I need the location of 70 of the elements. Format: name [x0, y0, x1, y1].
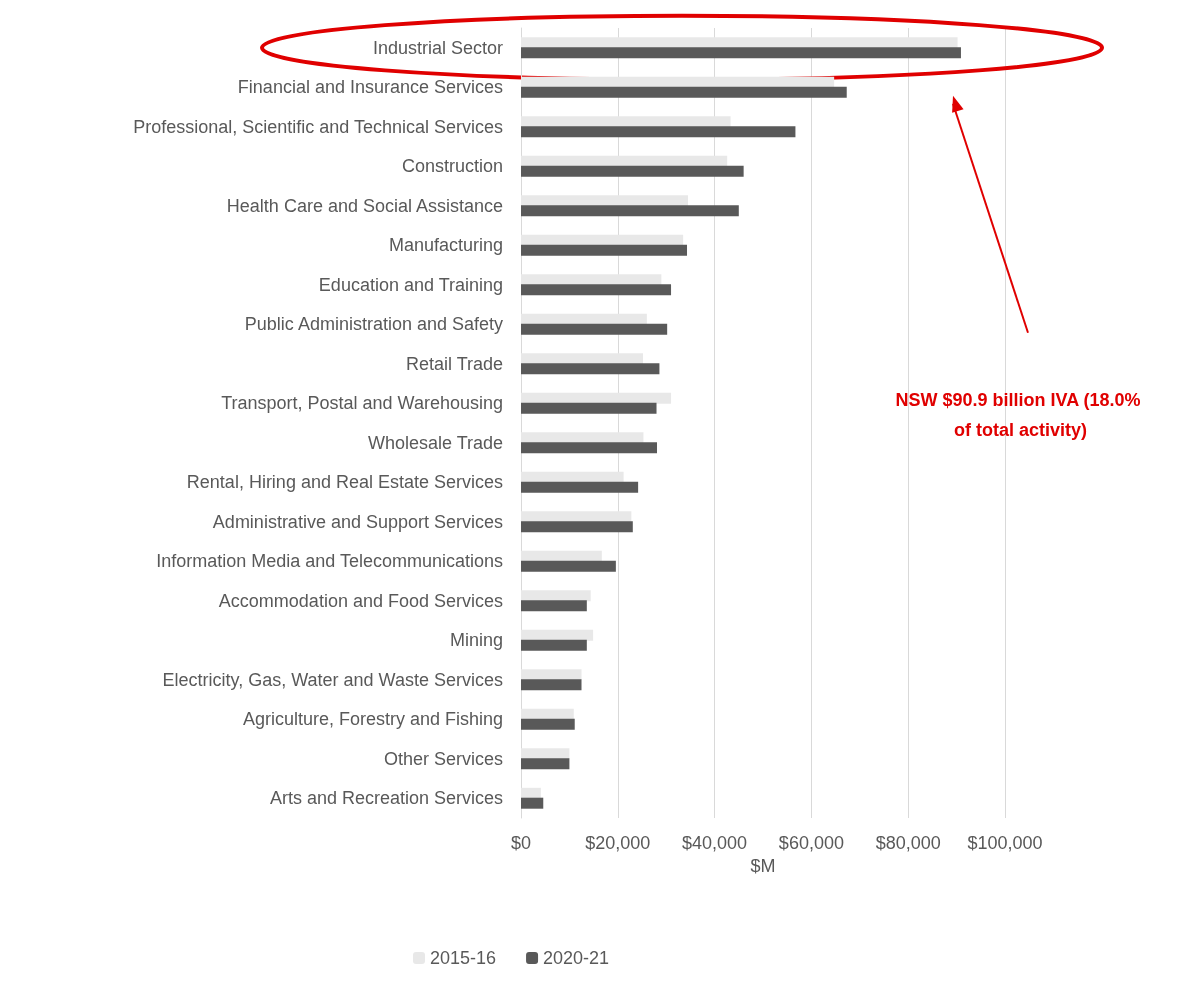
bar [521, 363, 660, 375]
y-tick-label: Rental, Hiring and Real Estate Services [186, 472, 503, 493]
x-tick-label: $80,000 [875, 833, 941, 853]
x-tick-label: $40,000 [682, 833, 748, 853]
bar [521, 481, 639, 493]
y-tick-label: Public Administration and Safety [244, 314, 503, 335]
bar [521, 639, 587, 651]
bar [521, 560, 616, 572]
bar [521, 432, 644, 444]
y-tick-label: Arts and Recreation Services [269, 788, 503, 809]
bar [521, 521, 633, 533]
bar [521, 353, 643, 365]
y-tick-label: Transport, Postal and Warehousing [221, 393, 503, 414]
bar [521, 155, 728, 167]
bar [521, 679, 582, 691]
y-tick-label: Industrial Sector [372, 37, 503, 58]
bar [521, 116, 731, 128]
bar [521, 313, 647, 325]
y-tick-label: Electricity, Gas, Water and Waste Services [162, 669, 503, 690]
x-tick-label: $100,000 [967, 833, 1043, 853]
y-tick-label: Education and Training [318, 274, 503, 295]
bar [521, 47, 961, 59]
bar [521, 195, 688, 207]
x-tick-label: $20,000 [585, 833, 651, 853]
y-tick-label: Professional, Scientific and Technical Services [133, 116, 503, 137]
bar [521, 234, 684, 246]
bar [521, 758, 570, 770]
y-tick-label: Information Media and Telecommunications [156, 551, 503, 572]
x-axis-title: $M [750, 855, 776, 876]
bar [521, 718, 575, 730]
y-tick-label: Accommodation and Food Services [218, 590, 503, 611]
bar [521, 244, 688, 256]
bar [521, 590, 591, 602]
bar [521, 165, 744, 177]
bar [521, 629, 594, 641]
bar [521, 748, 570, 760]
annotation: NSW $90.9 billion IVA (18.0% of total activity) [895, 389, 1141, 440]
bar [521, 37, 958, 49]
legend-label: 2015-16 [430, 948, 497, 968]
y-tick-label: Wholesale Trade [367, 432, 503, 453]
y-tick-label: Health Care and Social Assistance [226, 195, 503, 216]
y-tick-label: Manufacturing [388, 235, 503, 256]
y-tick-label: Retail Trade [405, 353, 503, 374]
bar [521, 708, 574, 720]
y-tick-label: Construction [401, 156, 503, 177]
bar [521, 442, 657, 454]
bar [521, 402, 657, 414]
y-tick-label: Financial and Insurance Services [237, 77, 503, 98]
bar [521, 274, 662, 286]
bar [521, 86, 847, 98]
x-tick-label: $0 [510, 833, 532, 853]
bar [521, 550, 602, 562]
bar [521, 669, 582, 681]
bar [521, 205, 739, 217]
y-tick-label: Administrative and Support Services [212, 511, 503, 532]
bar [521, 126, 796, 138]
x-tick-label: $60,000 [778, 833, 844, 853]
bar [521, 76, 835, 88]
bar [521, 392, 672, 404]
bar [521, 284, 672, 296]
bar [521, 797, 544, 809]
bar [521, 323, 668, 335]
y-tick-label: Other Services [383, 748, 503, 769]
bar [521, 600, 587, 612]
y-tick-label: Mining [449, 630, 503, 651]
bar [521, 787, 541, 799]
bar [521, 471, 624, 483]
legend-label: 2020-21 [543, 948, 610, 968]
y-tick-label: Agriculture, Forestry and Fishing [242, 709, 503, 730]
bar [521, 511, 632, 523]
